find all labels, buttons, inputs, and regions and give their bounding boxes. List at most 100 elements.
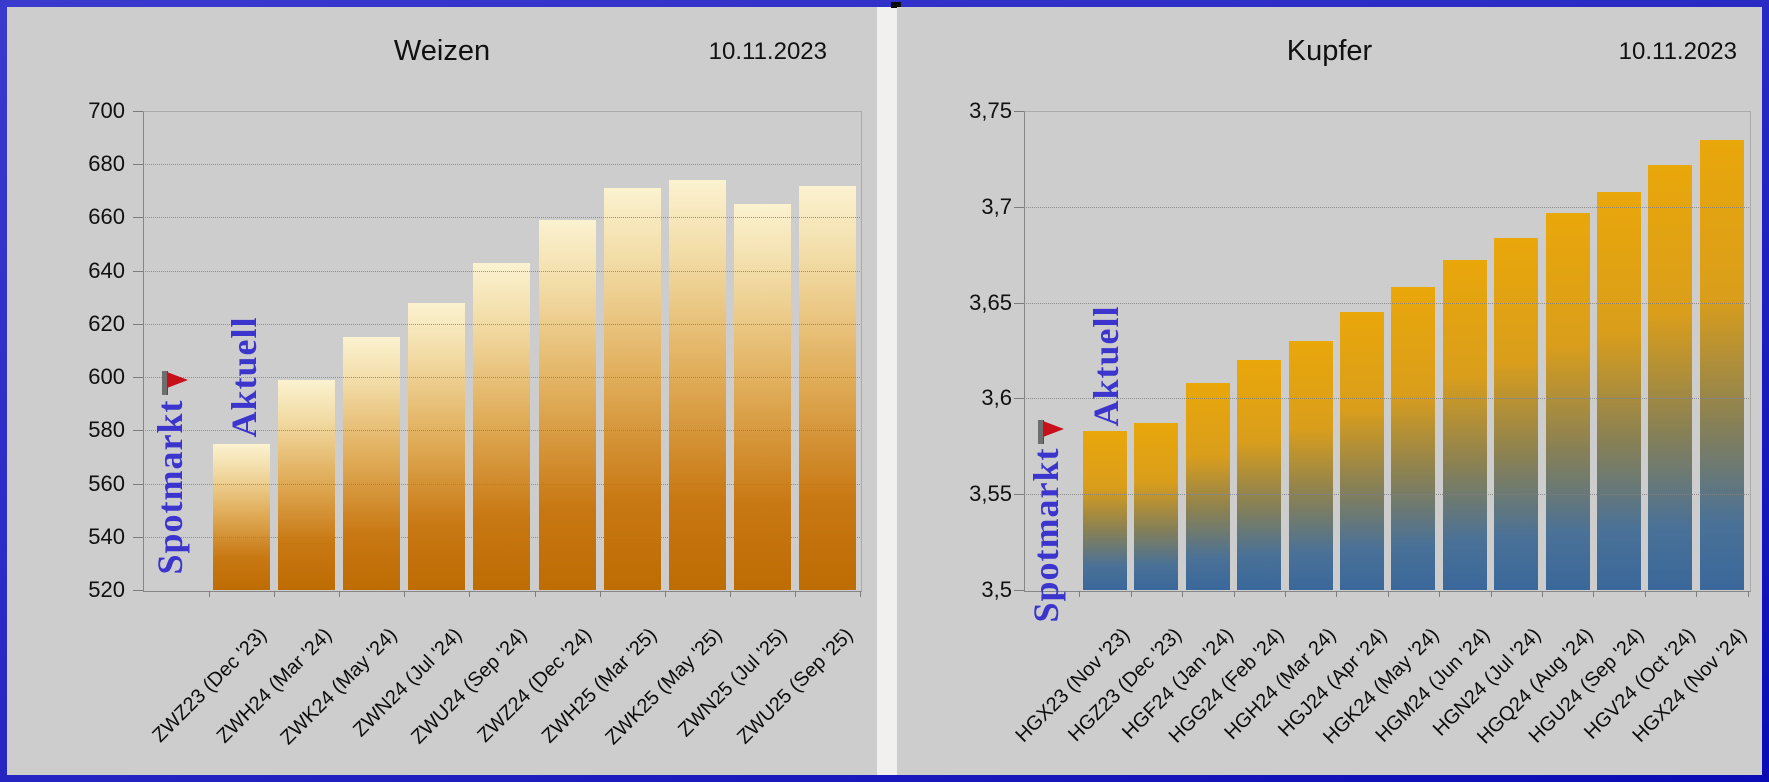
x-category-label: ZWH24 (Mar '24) (212, 624, 337, 748)
y-tick-label: 3,75 (969, 98, 1012, 123)
bar (343, 337, 401, 590)
y-grid-line (143, 377, 860, 379)
y-tick-label: 680 (88, 151, 125, 177)
chart-date: 10.11.2023 (1618, 38, 1737, 65)
y-axis-tick (1014, 302, 1024, 304)
y-axis-tick (133, 323, 143, 325)
y-tick-label: 580 (88, 417, 125, 443)
x-category-label: ZWH25 (Mar '25) (538, 624, 662, 748)
y-grid-line (1024, 206, 1749, 208)
x-axis-tick (469, 591, 471, 597)
bar (1083, 431, 1127, 590)
chart-title: Weizen (393, 35, 491, 67)
x-axis-tick (1747, 591, 1749, 597)
y-axis-tick (1014, 206, 1024, 208)
bar (1699, 139, 1744, 590)
kupfer-chart-panel: Kupfer 10.11.2023 3,5 3,55 3,6 3,65 3,7 3,75 H… (897, 7, 1762, 775)
weizen-chart-panel: Weizen 10.11.2023 520 540 560 580 600 620 640 6… (7, 7, 877, 775)
panel-divider (877, 7, 897, 775)
spot-marker-flag-icon (1043, 421, 1064, 438)
x-axis-tick (1490, 591, 1492, 597)
y-axis-tick (133, 164, 143, 166)
y-grid-line (143, 536, 860, 538)
x-axis-tick (860, 591, 861, 597)
x-axis-tick (1593, 591, 1595, 597)
x-axis-tick (664, 591, 666, 597)
x-axis-tick (1336, 591, 1338, 597)
y-tick-label: 3,6 (981, 385, 1012, 411)
y-tick-label: 3,65 (969, 289, 1012, 315)
x-axis-tick (599, 591, 601, 597)
bar (278, 379, 336, 590)
y-axis-tick (133, 217, 143, 219)
y-grid-line (143, 483, 860, 485)
bar (1391, 287, 1436, 590)
x-axis-tick (1644, 591, 1646, 597)
y-tick-label: 3,5 (981, 577, 1012, 602)
y-tick-label: 700 (88, 98, 125, 123)
bar (603, 188, 661, 590)
x-axis-tick (1696, 591, 1698, 597)
spot-label: Spotmarkt (150, 399, 190, 575)
x-axis-tick (1079, 591, 1081, 597)
bar (668, 180, 726, 590)
divider-top-mark (891, 2, 901, 8)
bar (1442, 260, 1487, 590)
y-tick-label: 600 (88, 364, 125, 390)
x-category-label: ZWU25 (Sep '25) (732, 624, 857, 749)
x-axis-tick (1284, 591, 1286, 597)
y-axis-tick (133, 483, 143, 485)
x-axis-tick (1233, 591, 1235, 597)
y-axis-tick (133, 536, 143, 538)
x-axis-tick (1387, 591, 1389, 597)
y-grid-line (143, 430, 860, 432)
y-axis-tick (1014, 494, 1024, 496)
x-category-label: ZWZ23 (Dec '23) (148, 624, 272, 747)
x-axis-tick (794, 591, 796, 597)
y-tick-label: 620 (88, 310, 125, 336)
y-axis-tick (133, 111, 143, 112)
chart-date: 10.11.2023 (708, 38, 827, 65)
current-label: Aktuell (1086, 305, 1126, 427)
x-axis-tick (208, 591, 210, 597)
x-category-label: ZWU24 (Sep '24) (407, 624, 532, 749)
plot-area (143, 111, 862, 592)
current-label: Aktuell (224, 316, 264, 438)
y-grid-line (143, 217, 860, 219)
bar (798, 185, 856, 590)
spot-marker-flag-icon (167, 371, 188, 388)
y-tick-label: 3,7 (981, 193, 1012, 219)
y-grid-line (1024, 398, 1749, 400)
y-axis-tick (133, 377, 143, 379)
y-axis-tick (133, 270, 143, 272)
y-tick-label: 660 (88, 204, 125, 230)
bar (733, 204, 791, 590)
y-axis-tick (133, 430, 143, 432)
bar (1597, 191, 1641, 590)
y-grid-line (143, 164, 860, 166)
y-tick-label: 3,55 (969, 481, 1012, 507)
y-tick-label: 520 (88, 577, 125, 602)
y-tick-label: 640 (88, 257, 125, 283)
x-axis-tick (274, 591, 275, 597)
y-grid-line (1024, 302, 1749, 304)
chart-title: Kupfer (1286, 35, 1373, 67)
bar (213, 443, 270, 590)
bar (408, 302, 466, 590)
y-grid-line (1024, 494, 1749, 496)
y-tick-label: 560 (88, 470, 125, 496)
x-axis-tick (404, 591, 406, 597)
x-axis-tick (339, 591, 341, 597)
y-grid-line (143, 270, 860, 272)
bar (1288, 340, 1333, 590)
y-axis-tick (1014, 590, 1024, 591)
y-tick-label: 540 (88, 523, 125, 549)
y-axis-tick (1014, 398, 1024, 400)
plot-area (1024, 111, 1751, 592)
bar (1185, 383, 1230, 590)
x-category-label: ZWK25 (May '25) (601, 624, 727, 750)
y-axis-tick (133, 590, 143, 591)
bar (1494, 237, 1539, 590)
x-axis-tick (1182, 591, 1184, 597)
